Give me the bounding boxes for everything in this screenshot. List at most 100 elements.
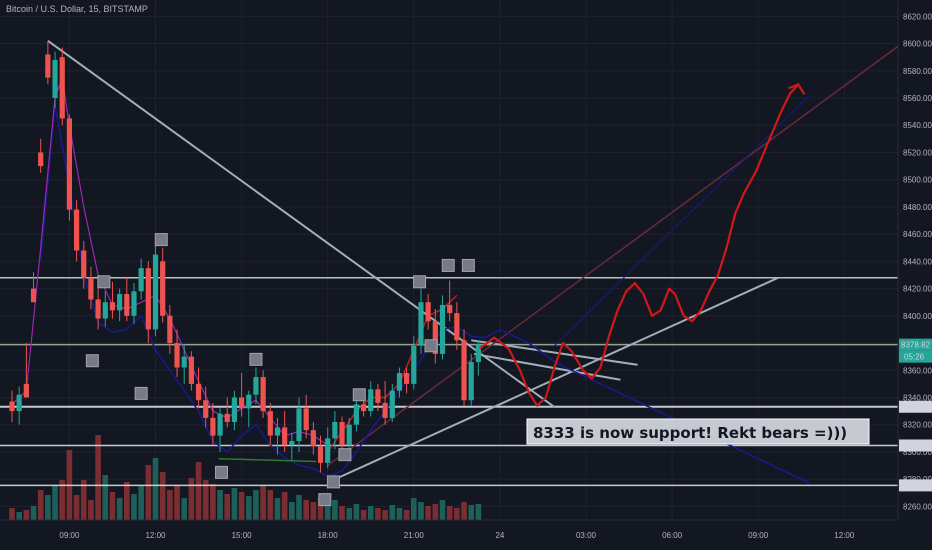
candle-body: [360, 404, 367, 412]
candle-body: [181, 356, 187, 368]
countdown-tag: [899, 350, 932, 363]
marker: [249, 352, 263, 366]
volume-bar: [324, 494, 331, 520]
time-tick-label: 03:00: [576, 531, 597, 540]
candle-body: [389, 390, 395, 418]
marker: [441, 258, 455, 272]
volume-bar: [217, 490, 223, 520]
candle-body: [52, 59, 58, 99]
price-tick-label: 8620.00: [903, 12, 932, 21]
candle-body: [289, 441, 295, 446]
projection-line: [479, 83, 800, 407]
time-tick-label: 18:00: [318, 531, 339, 540]
volume-bar: [382, 510, 388, 520]
volume-bar: [274, 498, 281, 520]
marker: [424, 339, 438, 353]
candle-body: [339, 421, 345, 446]
candle-body: [23, 383, 29, 398]
channel-line: [554, 94, 811, 347]
volume-bar: [461, 502, 467, 520]
candle-body: [475, 344, 481, 363]
volume-bar: [16, 512, 22, 520]
candle-body: [396, 372, 403, 391]
price-tick-label: 8580.00: [903, 67, 932, 76]
time-tick-label: 09:00: [59, 531, 80, 540]
marker: [154, 233, 168, 247]
time-axis[interactable]: 09:00 12:00 15:00 18:00 21:00 24 03:00 06:00 09:…: [0, 519, 898, 540]
candle-body: [325, 438, 331, 463]
candle-body: [303, 408, 309, 431]
candle-body: [66, 118, 72, 210]
blue-line: [39, 104, 811, 484]
volume-bar: [411, 498, 417, 520]
volume-bar: [353, 504, 360, 520]
volume-bar: [310, 502, 317, 520]
last-price-tag: [899, 338, 932, 351]
volume-bar: [52, 485, 58, 520]
time-tick-label: 06:00: [662, 531, 683, 540]
volume-bar: [231, 488, 238, 520]
candle-body: [439, 304, 446, 354]
price-axis[interactable]: 8260.008280.008300.008320.008340.008360.…: [897, 0, 932, 520]
trendlines: [47, 40, 899, 483]
trendline: [47, 40, 556, 408]
candle-body: [346, 424, 352, 446]
volume-bar: [210, 484, 216, 520]
price-tick-label: 8460.00: [903, 230, 932, 239]
time-tick-label: 09:00: [748, 531, 769, 540]
volume-bar: [181, 498, 187, 520]
volume-bar: [289, 502, 295, 520]
candle-body: [382, 402, 388, 418]
candle-body: [30, 288, 37, 303]
candle-body: [418, 302, 424, 346]
symbol-title: Bitcoin / U.S. Dollar, 15, BITSTAMP: [6, 4, 148, 14]
marker: [97, 275, 111, 289]
candle-body: [81, 250, 87, 278]
candle-body: [45, 54, 51, 78]
price-tick-label: 8600.00: [903, 40, 932, 49]
candle-body: [145, 268, 151, 330]
volume-bar: [23, 510, 30, 520]
candle-body: [131, 291, 137, 316]
volume-bar: [446, 506, 453, 520]
candle-body: [332, 421, 338, 439]
level-price-tag: [899, 439, 932, 452]
volume-bar: [124, 482, 130, 520]
candle-body: [432, 321, 438, 354]
volume-bar: [9, 508, 15, 520]
candle-body: [425, 302, 431, 322]
long-channel-line: [327, 45, 899, 467]
candle-body: [317, 446, 324, 463]
annotation-bg: [526, 418, 870, 445]
time-tick-label: 21:00: [404, 531, 425, 540]
volume-bar: [202, 480, 209, 520]
candle-body: [411, 345, 417, 384]
volume-bar: [73, 495, 80, 520]
volume-bar: [131, 494, 137, 520]
trendline: [473, 352, 621, 381]
price-tick-label: 8260.00: [903, 502, 932, 511]
trendline: [471, 339, 638, 366]
marker: [338, 448, 352, 462]
last-price-label: 8378.82: [901, 341, 930, 350]
volume-bar: [339, 506, 345, 520]
level-price-label: 8275.43: [901, 481, 930, 490]
trendline: [328, 276, 779, 483]
volume-bars: [9, 435, 482, 520]
marker: [85, 354, 99, 368]
candle-body: [174, 343, 180, 368]
candle-body: [468, 362, 474, 401]
candle-body: [296, 408, 302, 442]
volume-bar: [375, 508, 381, 520]
volume-bar: [102, 475, 109, 520]
candle-body: [160, 261, 166, 316]
volume-bar: [109, 492, 116, 520]
projection-path: [479, 83, 806, 407]
price-tick-label: 8400.00: [903, 312, 932, 321]
volume-bar: [224, 494, 231, 520]
volume-bar: [425, 506, 431, 520]
projection-arrowhead: [787, 83, 806, 95]
level-price-label: 8304.74: [901, 441, 930, 450]
volume-bar: [303, 500, 309, 520]
